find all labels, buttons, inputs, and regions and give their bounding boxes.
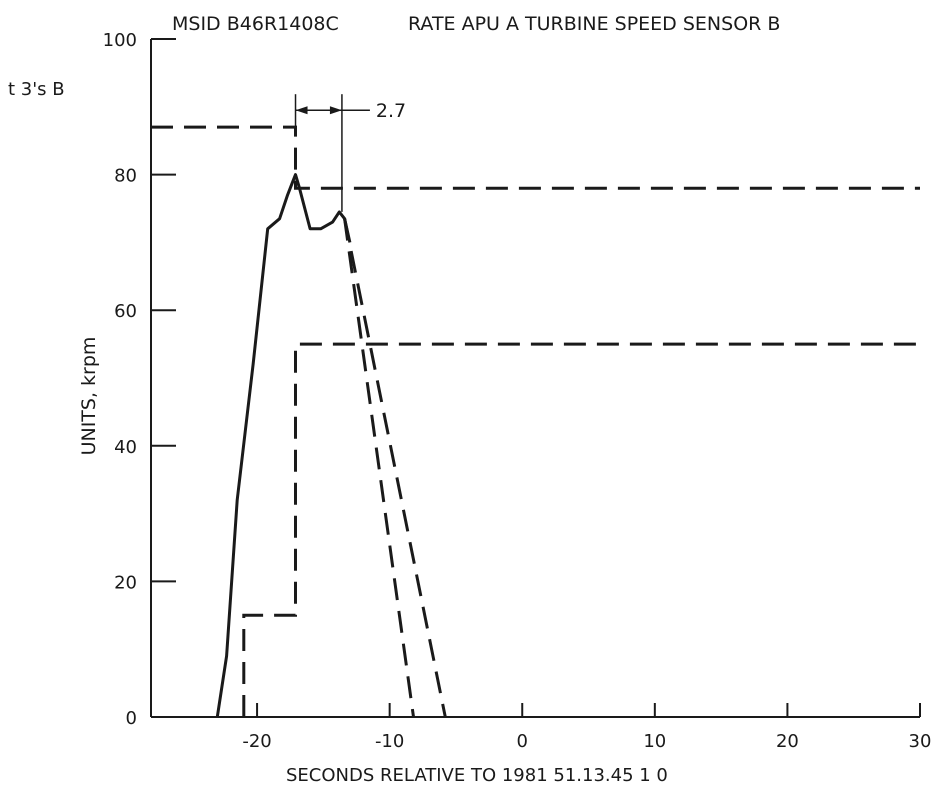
y-tick-label: 40 <box>114 437 137 458</box>
y-tick-label: 0 <box>126 708 137 729</box>
annotation-arrow-left <box>295 106 308 115</box>
annotation-arrow-right <box>329 106 342 115</box>
dashed-series-line <box>343 218 415 718</box>
y-tick-label: 80 <box>114 166 137 187</box>
x-tick-label: 10 <box>643 731 666 752</box>
annotation-group: 2.7 <box>294 94 406 212</box>
annotation-label: 2.7 <box>376 100 406 122</box>
chart-title: RATE APU A TURBINE SPEED SENSOR B <box>408 13 780 35</box>
y-axis-label: UNITS, krpm <box>78 337 100 456</box>
x-tick-label: 30 <box>909 731 932 752</box>
chart-msid-label: MSID B46R1408C <box>172 13 339 35</box>
y-tick-label: 60 <box>114 301 137 322</box>
y-tick-label: 20 <box>114 572 137 593</box>
x-tick-label: 0 <box>517 731 528 752</box>
series-group <box>151 125 920 718</box>
x-tick-label: -10 <box>375 731 404 752</box>
solid-series-line <box>215 173 352 718</box>
dashed-series-line <box>242 342 920 717</box>
x-tick-label: 20 <box>776 731 799 752</box>
dashed-series-line <box>343 218 447 718</box>
y-tick-label: 100 <box>103 30 137 51</box>
x-tick-label: -20 <box>242 731 271 752</box>
dashed-series-line <box>151 125 920 190</box>
axes: 0 20 40 60 80 100 -20 -10 0 10 20 30 <box>103 30 932 752</box>
corner-label: t 3's B <box>8 79 65 100</box>
x-axis-label: SECONDS RELATIVE TO 1981 51.13.45 1 0 <box>286 765 668 785</box>
